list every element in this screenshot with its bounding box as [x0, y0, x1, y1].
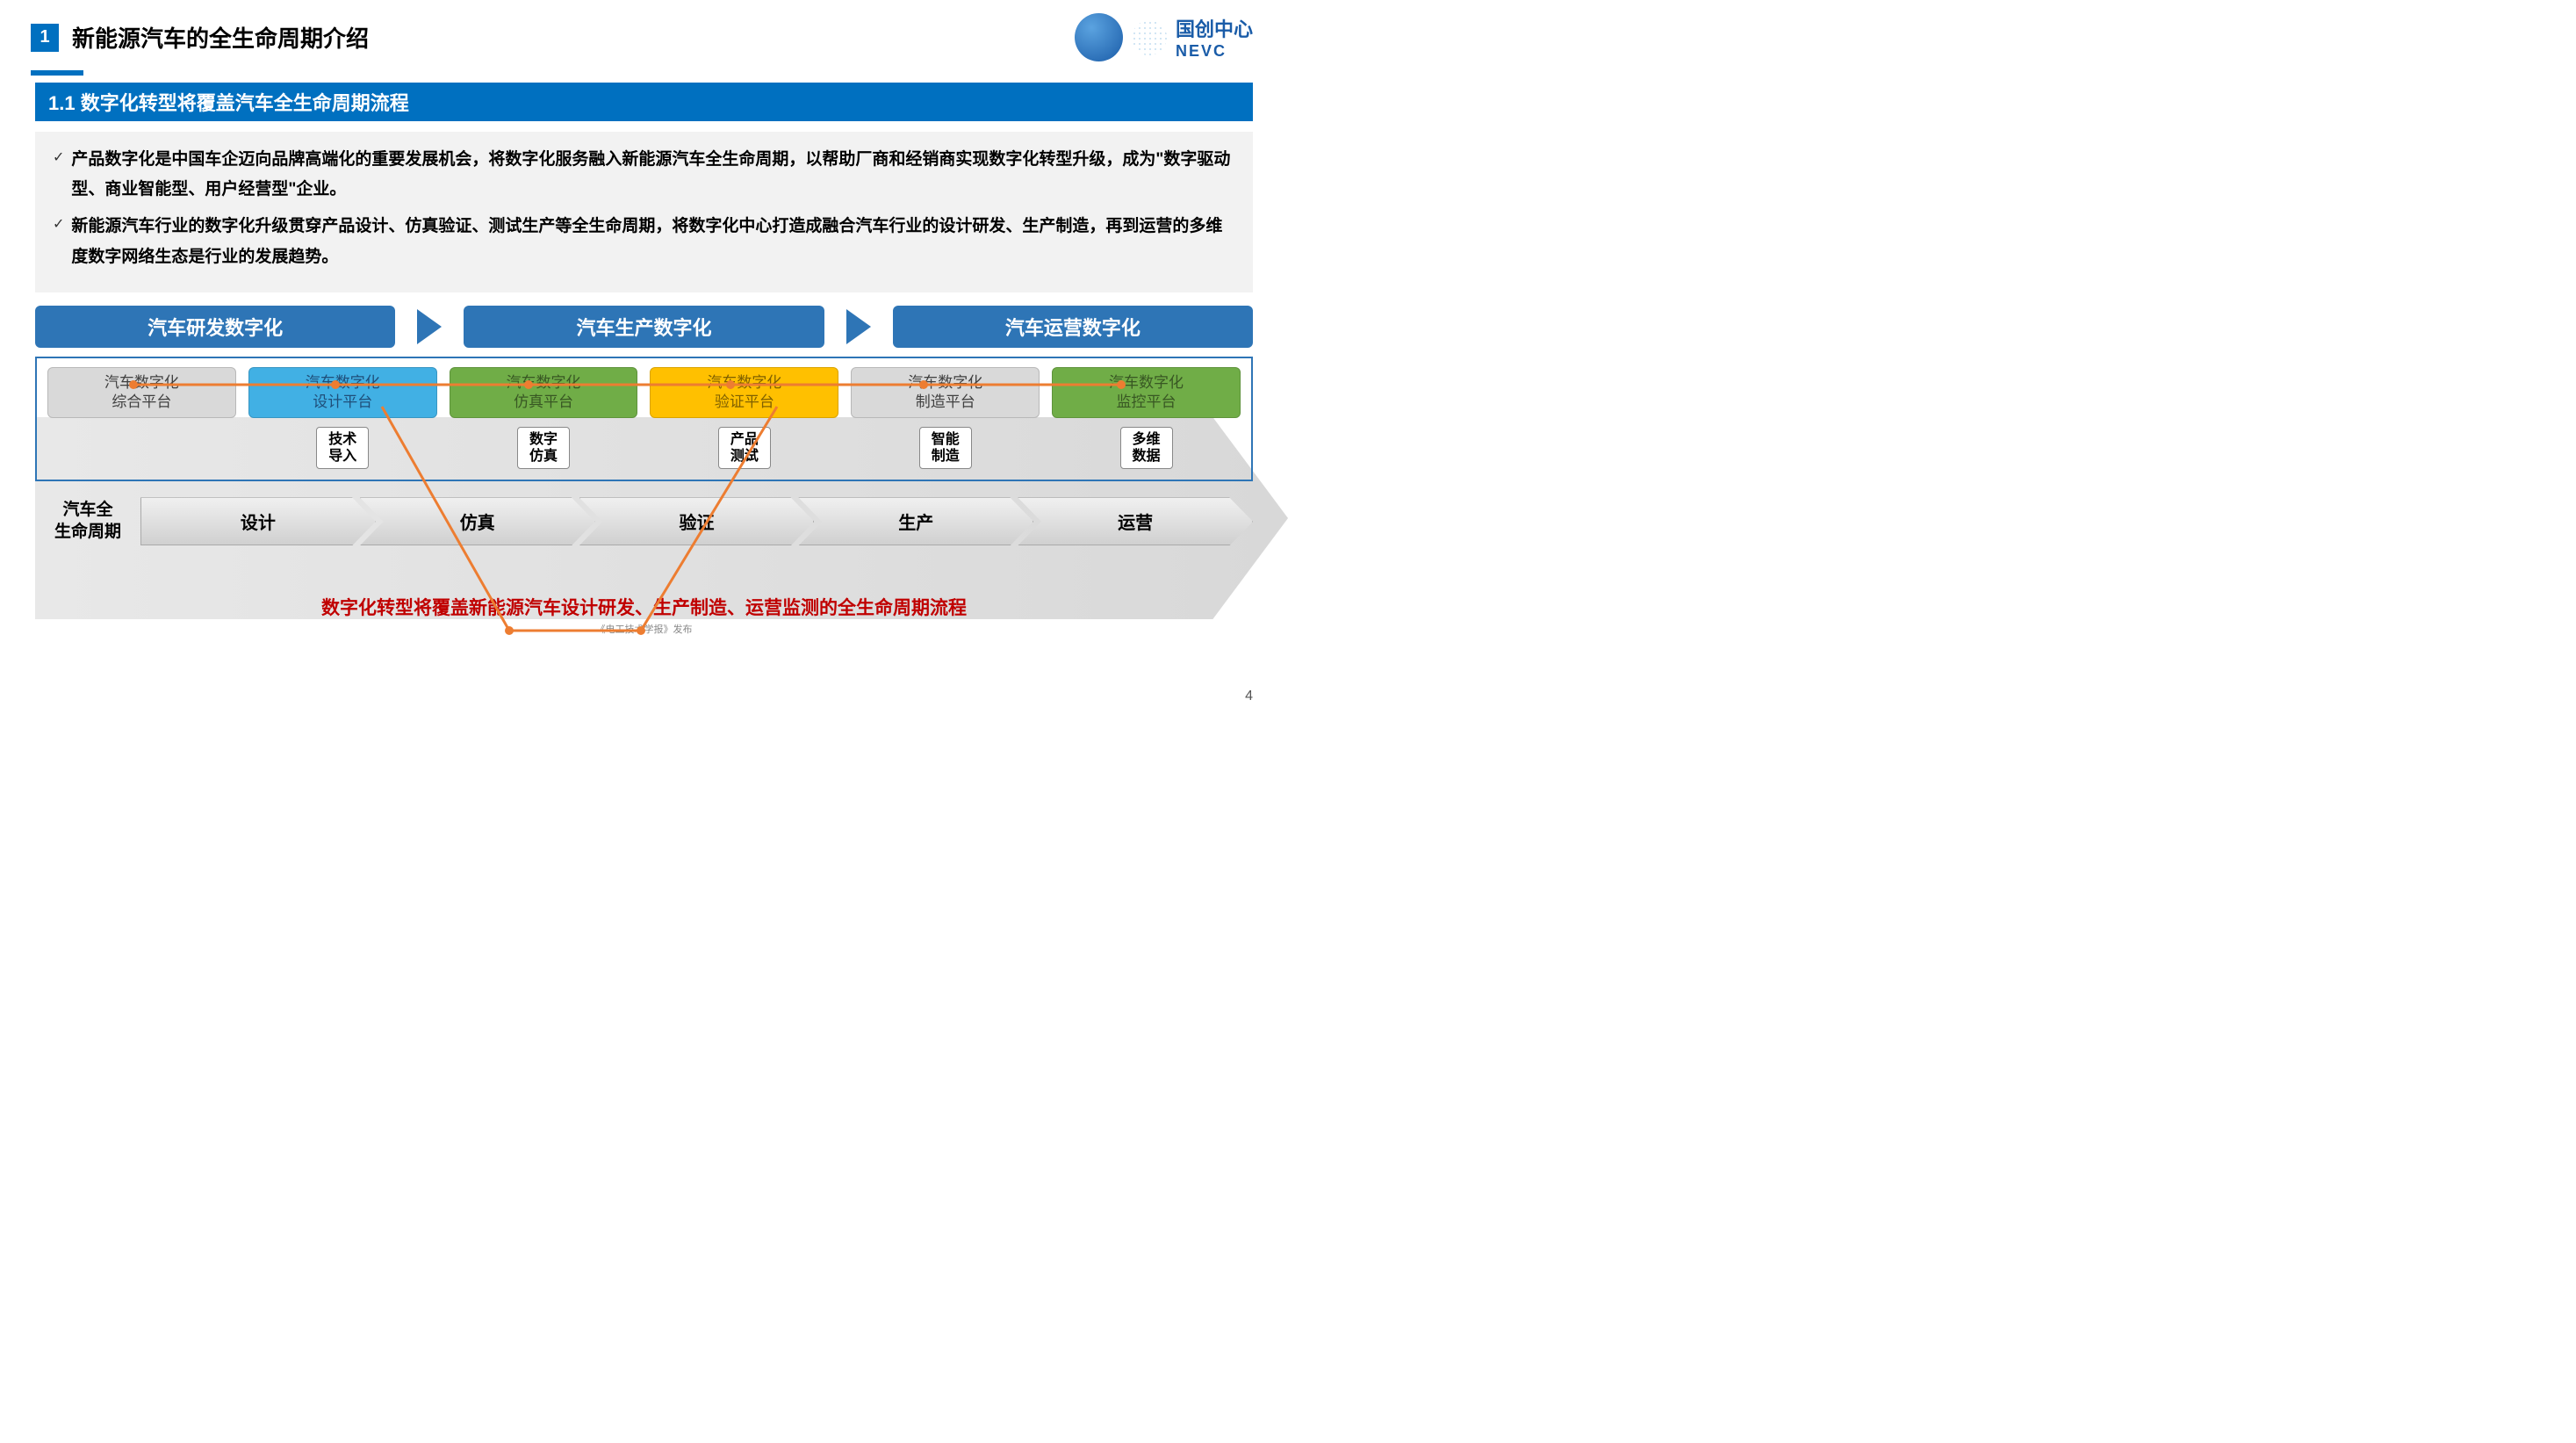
- section-number: 1: [31, 24, 59, 52]
- lifecycle-steps: 设计仿真验证生产运营: [140, 497, 1253, 545]
- sub-slot: 智能制造: [851, 427, 1040, 469]
- chevron-right-icon: [417, 309, 442, 344]
- platform-box: 汽车数字化监控平台: [1052, 367, 1241, 418]
- sub-box: 数字仿真: [517, 427, 570, 469]
- lifecycle-step: 验证: [579, 497, 815, 545]
- lifecycle-step: 生产: [798, 497, 1033, 545]
- check-icon: ✓: [53, 215, 64, 233]
- platform-box: 汽车数字化仿真平台: [450, 367, 638, 418]
- sub-slot: [47, 427, 236, 469]
- platform-box: 汽车数字化设计平台: [248, 367, 437, 418]
- lifecycle-step: 设计: [140, 497, 376, 545]
- description-block: ✓ 产品数字化是中国车企迈向品牌高端化的重要发展机会，将数字化服务融入新能源汽车…: [35, 132, 1253, 292]
- subsection-title: 1.1 数字化转型将覆盖汽车全生命周期流程: [35, 83, 1253, 121]
- logo-text-cn: 国创中心: [1176, 14, 1253, 42]
- platform-box: 汽车数字化综合平台: [47, 367, 236, 418]
- sub-slot: 技术导入: [248, 427, 437, 469]
- lifecycle-diagram: 汽车研发数字化 汽车生产数字化 汽车运营数字化 汽车数字化综合平台汽车数字化设计…: [35, 306, 1253, 637]
- logo-sphere-icon: [1075, 13, 1123, 61]
- logo-dots-icon: [1132, 20, 1167, 55]
- lifecycle-step: 仿真: [360, 497, 595, 545]
- sub-box: 智能制造: [919, 427, 972, 469]
- logo-text-en: NEVC: [1176, 42, 1253, 61]
- stage-box: 汽车运营数字化: [893, 306, 1253, 348]
- lifecycle-step: 运营: [1018, 497, 1253, 545]
- lifecycle-label: 汽车全生命周期: [35, 500, 140, 543]
- stage-box: 汽车研发数字化: [35, 306, 395, 348]
- sub-slot: 多维数据: [1052, 427, 1241, 469]
- stage-row: 汽车研发数字化 汽车生产数字化 汽车运营数字化: [35, 306, 1253, 348]
- bullet-text: 产品数字化是中国车企迈向品牌高端化的重要发展机会，将数字化服务融入新能源汽车全生…: [71, 145, 1235, 205]
- lifecycle-row: 汽车全生命周期 设计仿真验证生产运营: [35, 497, 1253, 545]
- sub-slot: 产品测试: [650, 427, 838, 469]
- check-icon: ✓: [53, 148, 64, 166]
- footer-note: 《电工技术学报》发布: [35, 622, 1253, 636]
- platform-row: 汽车数字化综合平台汽车数字化设计平台汽车数字化仿真平台汽车数字化验证平台汽车数字…: [47, 367, 1241, 418]
- sub-box: 技术导入: [316, 427, 369, 469]
- stage-box: 汽车生产数字化: [464, 306, 824, 348]
- sub-row: 技术导入 数字仿真 产品测试 智能制造 多维数据: [47, 427, 1241, 469]
- logo: 国创中心 NEVC: [1075, 13, 1253, 61]
- sub-box: 产品测试: [718, 427, 771, 469]
- chevron-right-icon: [846, 309, 871, 344]
- sub-box: 多维数据: [1120, 427, 1173, 469]
- accent-bar: [31, 70, 83, 76]
- platform-box: 汽车数字化验证平台: [650, 367, 838, 418]
- conclusion-text: 数字化转型将覆盖新能源汽车设计研发、生产制造、运营监测的全生命周期流程: [35, 594, 1253, 620]
- platform-container: 汽车数字化综合平台汽车数字化设计平台汽车数字化仿真平台汽车数字化验证平台汽车数字…: [35, 357, 1253, 482]
- section-title: 新能源汽车的全生命周期介绍: [72, 21, 369, 54]
- platform-box: 汽车数字化制造平台: [851, 367, 1040, 418]
- bullet-text: 新能源汽车行业的数字化升级贯穿产品设计、仿真验证、测试生产等全生命周期，将数字化…: [71, 212, 1235, 271]
- page-number: 4: [1245, 689, 1253, 704]
- slide-header: 1 新能源汽车的全生命周期介绍 国创中心 NEVC: [0, 0, 1288, 70]
- sub-slot: 数字仿真: [450, 427, 638, 469]
